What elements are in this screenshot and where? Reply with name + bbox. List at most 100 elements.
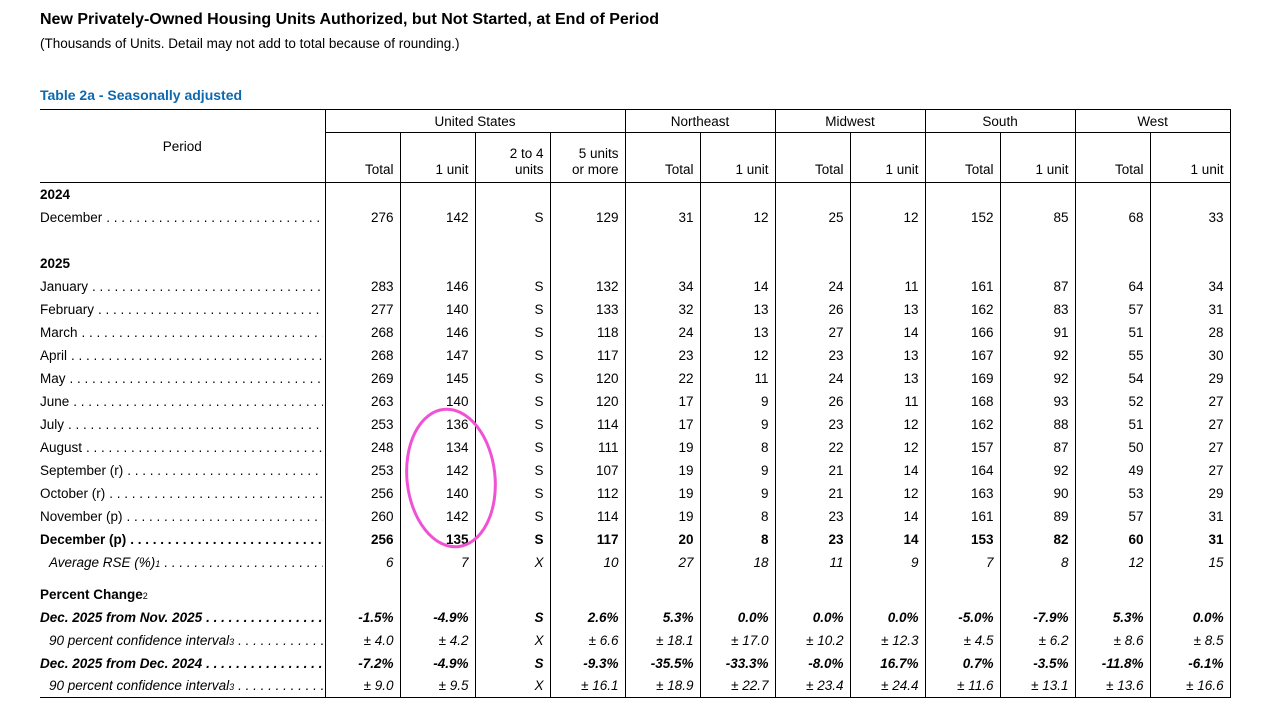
cell: 21 <box>774 481 851 505</box>
cell: 120 <box>549 389 626 413</box>
table-row: September (r). . . . . . . . . . . . . .… <box>40 458 1231 482</box>
table-row: August. . . . . . . . . . . . . . . . . … <box>40 435 1231 459</box>
dot-leader: . . . . . . . . . . . . . . . . . . . . … <box>69 370 323 386</box>
cell <box>549 582 626 606</box>
cell: 17 <box>624 412 701 436</box>
cell <box>999 182 1076 206</box>
cell: -7.9% <box>999 605 1076 629</box>
cell: 57 <box>1074 504 1151 528</box>
cell: 133 <box>549 297 626 321</box>
cell: -4.9% <box>399 605 475 629</box>
cell <box>774 573 851 583</box>
gap-row <box>40 573 1231 583</box>
cell: ± 13.6 <box>1074 674 1151 698</box>
row-label-cell: July. . . . . . . . . . . . . . . . . . … <box>40 413 325 436</box>
cell: 9 <box>699 481 776 505</box>
row-label-cell: 90 percent confidence interval 3. . . . .… <box>40 674 325 698</box>
cell: 17 <box>624 389 701 413</box>
cell: 146 <box>399 320 475 344</box>
cell: 34 <box>624 274 701 298</box>
cell: -1.5% <box>324 605 400 629</box>
cell: 28 <box>1149 320 1231 344</box>
cell <box>699 251 776 275</box>
cell: 9 <box>699 412 776 436</box>
cell: ± 22.7 <box>699 674 776 698</box>
cell: 24 <box>624 320 701 344</box>
group-header-south: South <box>924 109 1076 133</box>
cell: 10 <box>549 550 626 574</box>
row-label-cell: 2025 <box>40 252 325 275</box>
cell: ± 4.2 <box>399 628 475 652</box>
row-label: January <box>40 278 89 294</box>
cell: -8.0% <box>774 651 851 675</box>
cell: 31 <box>624 205 701 229</box>
cell: S <box>474 389 550 413</box>
row-label-cell: February. . . . . . . . . . . . . . . . … <box>40 298 325 321</box>
row-label-cell: January. . . . . . . . . . . . . . . . .… <box>40 275 325 298</box>
cell: 117 <box>549 343 626 367</box>
column-header-northeast-1unit: 1 unit <box>699 132 776 183</box>
cell <box>1074 251 1151 275</box>
row-label-cell: December (p). . . . . . . . . . . . . . … <box>40 528 325 551</box>
dot-leader: . . . . . . . . . . . . . . . . . . . . … <box>92 278 322 294</box>
cell: 169 <box>924 366 1001 390</box>
cell <box>849 573 926 583</box>
cell <box>924 573 1001 583</box>
column-header-us-2to4-units: 2 to 4 units <box>474 132 550 183</box>
cell: 120 <box>549 366 626 390</box>
cell: 53 <box>1074 481 1151 505</box>
cell: 269 <box>324 366 400 390</box>
cell: 92 <box>999 458 1076 482</box>
cell: 14 <box>849 527 926 551</box>
cell: X <box>474 628 550 652</box>
cell: 20 <box>624 527 701 551</box>
cell: 16.7% <box>849 651 926 675</box>
cell: ± 10.2 <box>774 628 851 652</box>
cell: 153 <box>924 527 1001 551</box>
cell: -35.5% <box>624 651 701 675</box>
cell: 114 <box>549 504 626 528</box>
cell: 263 <box>324 389 400 413</box>
cell: 23 <box>774 504 851 528</box>
cell: 256 <box>324 527 400 551</box>
cell: 31 <box>1149 527 1231 551</box>
cell: 25 <box>774 205 851 229</box>
row-label-cell: March. . . . . . . . . . . . . . . . . .… <box>40 321 325 344</box>
cell: S <box>474 458 550 482</box>
row-label: August <box>40 439 83 455</box>
cell <box>999 228 1076 252</box>
cell: 24 <box>774 366 851 390</box>
group-header-northeast: Northeast <box>624 109 776 133</box>
table-row: 90 percent confidence interval 3. . . . .… <box>40 674 1231 698</box>
row-label-cell: April. . . . . . . . . . . . . . . . . .… <box>40 344 325 367</box>
cell: 51 <box>1074 412 1151 436</box>
table-body: 2024 December. . . . . . . . . . . . . . … <box>40 182 1231 698</box>
row-label: 2024 <box>40 186 71 202</box>
cell <box>999 582 1076 606</box>
cell: S <box>474 527 550 551</box>
cell: 23 <box>774 527 851 551</box>
cell: 24 <box>774 274 851 298</box>
cell: 147 <box>399 343 475 367</box>
cell: ± 6.6 <box>549 628 626 652</box>
cell: 51 <box>1074 320 1151 344</box>
cell: 135 <box>399 527 475 551</box>
row-label: June <box>40 393 70 409</box>
cell: 12 <box>699 343 776 367</box>
cell: 142 <box>399 458 475 482</box>
cell <box>774 182 851 206</box>
cell: ± 8.6 <box>1074 628 1151 652</box>
cell: ± 11.6 <box>924 674 1001 698</box>
cell: ± 4.5 <box>924 628 1001 652</box>
cell: 8 <box>699 504 776 528</box>
cell <box>1149 582 1231 606</box>
cell: 49 <box>1074 458 1151 482</box>
page-title: New Privately-Owned Housing Units Author… <box>40 11 659 28</box>
cell: 253 <box>324 458 400 482</box>
cell: ± 18.1 <box>624 628 701 652</box>
cell: 12 <box>1074 550 1151 574</box>
table-row: October (r). . . . . . . . . . . . . . .… <box>40 481 1231 505</box>
cell: 118 <box>549 320 626 344</box>
cell: 26 <box>774 297 851 321</box>
dot-leader: . . . . . . . . . . . . . . . . . . . . … <box>127 462 322 478</box>
